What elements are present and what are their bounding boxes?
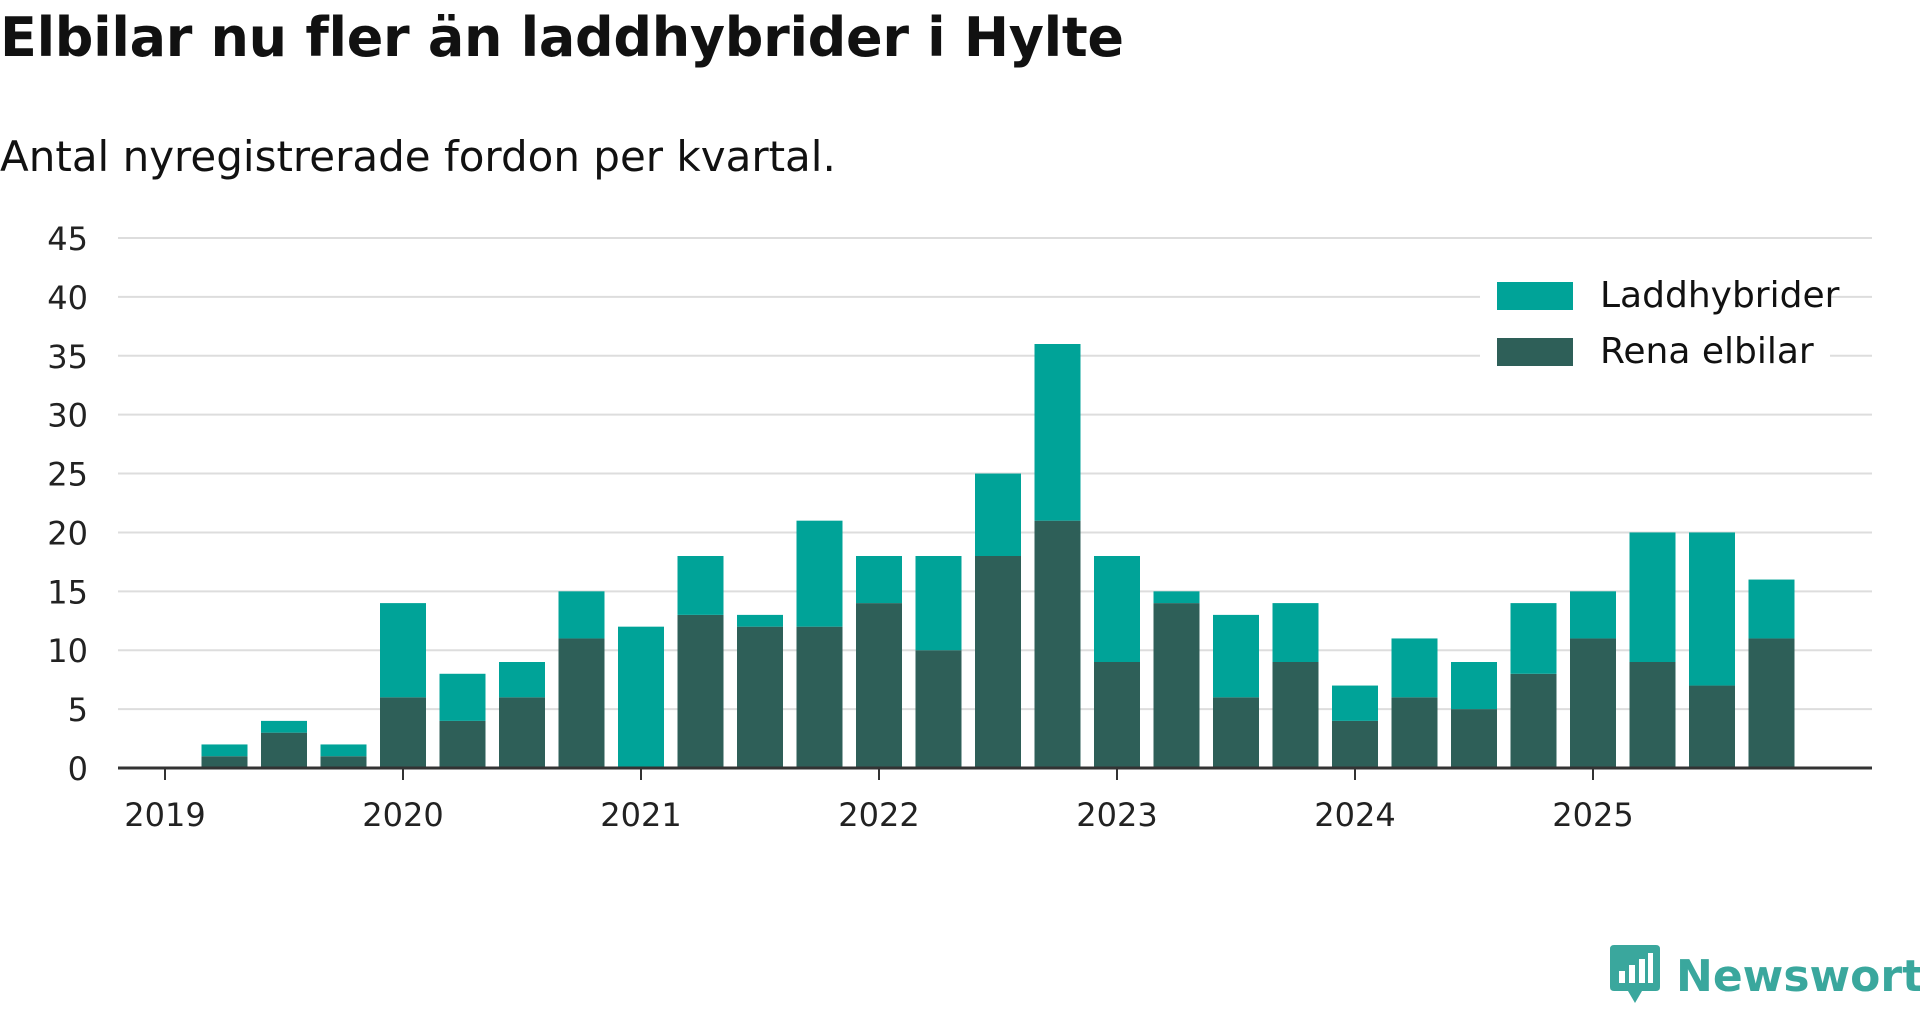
bar-rena-elbilar (1391, 697, 1438, 768)
bar-rena-elbilar (1510, 673, 1557, 768)
legend: Laddhybrider Rena elbilar (1480, 272, 1840, 382)
bar-rena-elbilar (1153, 603, 1200, 768)
bars (201, 344, 1795, 768)
bar-laddhybrider (558, 591, 605, 639)
bar-laddhybrider (439, 673, 486, 721)
x-tick-label: 2023 (1076, 796, 1157, 834)
y-tick-label: 30 (47, 397, 88, 435)
x-tick-label: 2024 (1314, 796, 1395, 834)
brand-logo: Newsworthy (1610, 945, 1920, 1007)
newsworthy-logo-icon (1610, 945, 1660, 1003)
bar-rena-elbilar (737, 626, 783, 768)
bar-laddhybrider (1272, 603, 1319, 662)
bar-rena-elbilar (439, 720, 486, 768)
y-axis-ticks: 0 5 10 15 20 25 30 35 40 45 (47, 220, 88, 788)
bar-rena-elbilar (1332, 720, 1378, 768)
bar-rena-elbilar (320, 756, 367, 768)
bar-laddhybrider (1094, 556, 1140, 662)
bar-rena-elbilar (1629, 662, 1676, 768)
bar-rena-elbilar (1748, 638, 1795, 768)
bar-laddhybrider (261, 720, 307, 733)
bar-laddhybrider (1213, 614, 1259, 698)
x-tick-label: 2025 (1552, 796, 1633, 834)
bar-laddhybrider (1629, 532, 1676, 662)
bar-laddhybrider (1034, 344, 1081, 521)
bar-rena-elbilar (1213, 697, 1259, 768)
bar-laddhybrider (1451, 662, 1497, 710)
bar-laddhybrider (380, 603, 426, 698)
bar-rena-elbilar (915, 650, 962, 768)
bar-laddhybrider (1510, 603, 1557, 674)
x-tick-label: 2021 (600, 796, 681, 834)
y-tick-label: 15 (47, 573, 88, 611)
y-tick-label: 0 (68, 750, 88, 788)
bar-laddhybrider (499, 662, 545, 698)
x-tick-label: 2022 (838, 796, 919, 834)
x-tick-label: 2019 (124, 796, 205, 834)
bar-rena-elbilar (1094, 662, 1140, 768)
x-tick-label: 2020 (362, 796, 443, 834)
brand-name: Newsworthy (1676, 950, 1920, 1002)
bar-rena-elbilar (677, 614, 724, 768)
x-axis: 2019 2020 2021 2022 2023 2024 2025 (118, 766, 1872, 834)
bar-laddhybrider (320, 744, 367, 757)
bar-laddhybrider (737, 614, 783, 627)
y-tick-label: 35 (47, 338, 88, 376)
bar-rena-elbilar (261, 732, 307, 768)
bar-laddhybrider (677, 556, 724, 615)
bar-rena-elbilar (1034, 520, 1081, 768)
bar-laddhybrider (1748, 579, 1795, 639)
bar-laddhybrider (856, 556, 902, 604)
chart-title: Elbilar nu fler än laddhybrider i Hylte (0, 6, 1124, 69)
bar-rena-elbilar (796, 626, 843, 768)
bar-laddhybrider (1689, 532, 1735, 686)
bar-rena-elbilar (558, 638, 605, 768)
legend-label: Laddhybrider (1600, 275, 1840, 316)
legend-swatch (1497, 282, 1573, 310)
bar-laddhybrider (1332, 685, 1378, 721)
bar-laddhybrider (975, 473, 1021, 556)
bar-rena-elbilar (1570, 638, 1616, 768)
bar-laddhybrider (618, 626, 664, 768)
legend-label: Rena elbilar (1600, 331, 1814, 372)
bar-laddhybrider (1153, 591, 1200, 604)
bar-laddhybrider (915, 556, 962, 651)
bar-laddhybrider (1570, 591, 1616, 639)
bar-rena-elbilar (1272, 662, 1319, 768)
bar-rena-elbilar (856, 603, 902, 768)
bar-rena-elbilar (1689, 685, 1735, 768)
y-tick-label: 5 (68, 691, 88, 729)
bar-rena-elbilar (201, 756, 248, 768)
bar-rena-elbilar (1451, 709, 1497, 768)
chart-subtitle: Antal nyregistrerade fordon per kvartal. (0, 132, 836, 181)
bar-laddhybrider (796, 520, 843, 627)
y-tick-label: 25 (47, 456, 88, 494)
bar-laddhybrider (201, 744, 248, 757)
legend-swatch (1497, 338, 1573, 366)
y-tick-label: 45 (47, 220, 88, 258)
bar-rena-elbilar (380, 697, 426, 768)
bar-rena-elbilar (499, 697, 545, 768)
bar-rena-elbilar (975, 556, 1021, 768)
y-tick-label: 20 (47, 514, 88, 552)
bar-laddhybrider (1391, 638, 1438, 698)
y-tick-label: 10 (47, 632, 88, 670)
y-tick-label: 40 (47, 279, 88, 317)
